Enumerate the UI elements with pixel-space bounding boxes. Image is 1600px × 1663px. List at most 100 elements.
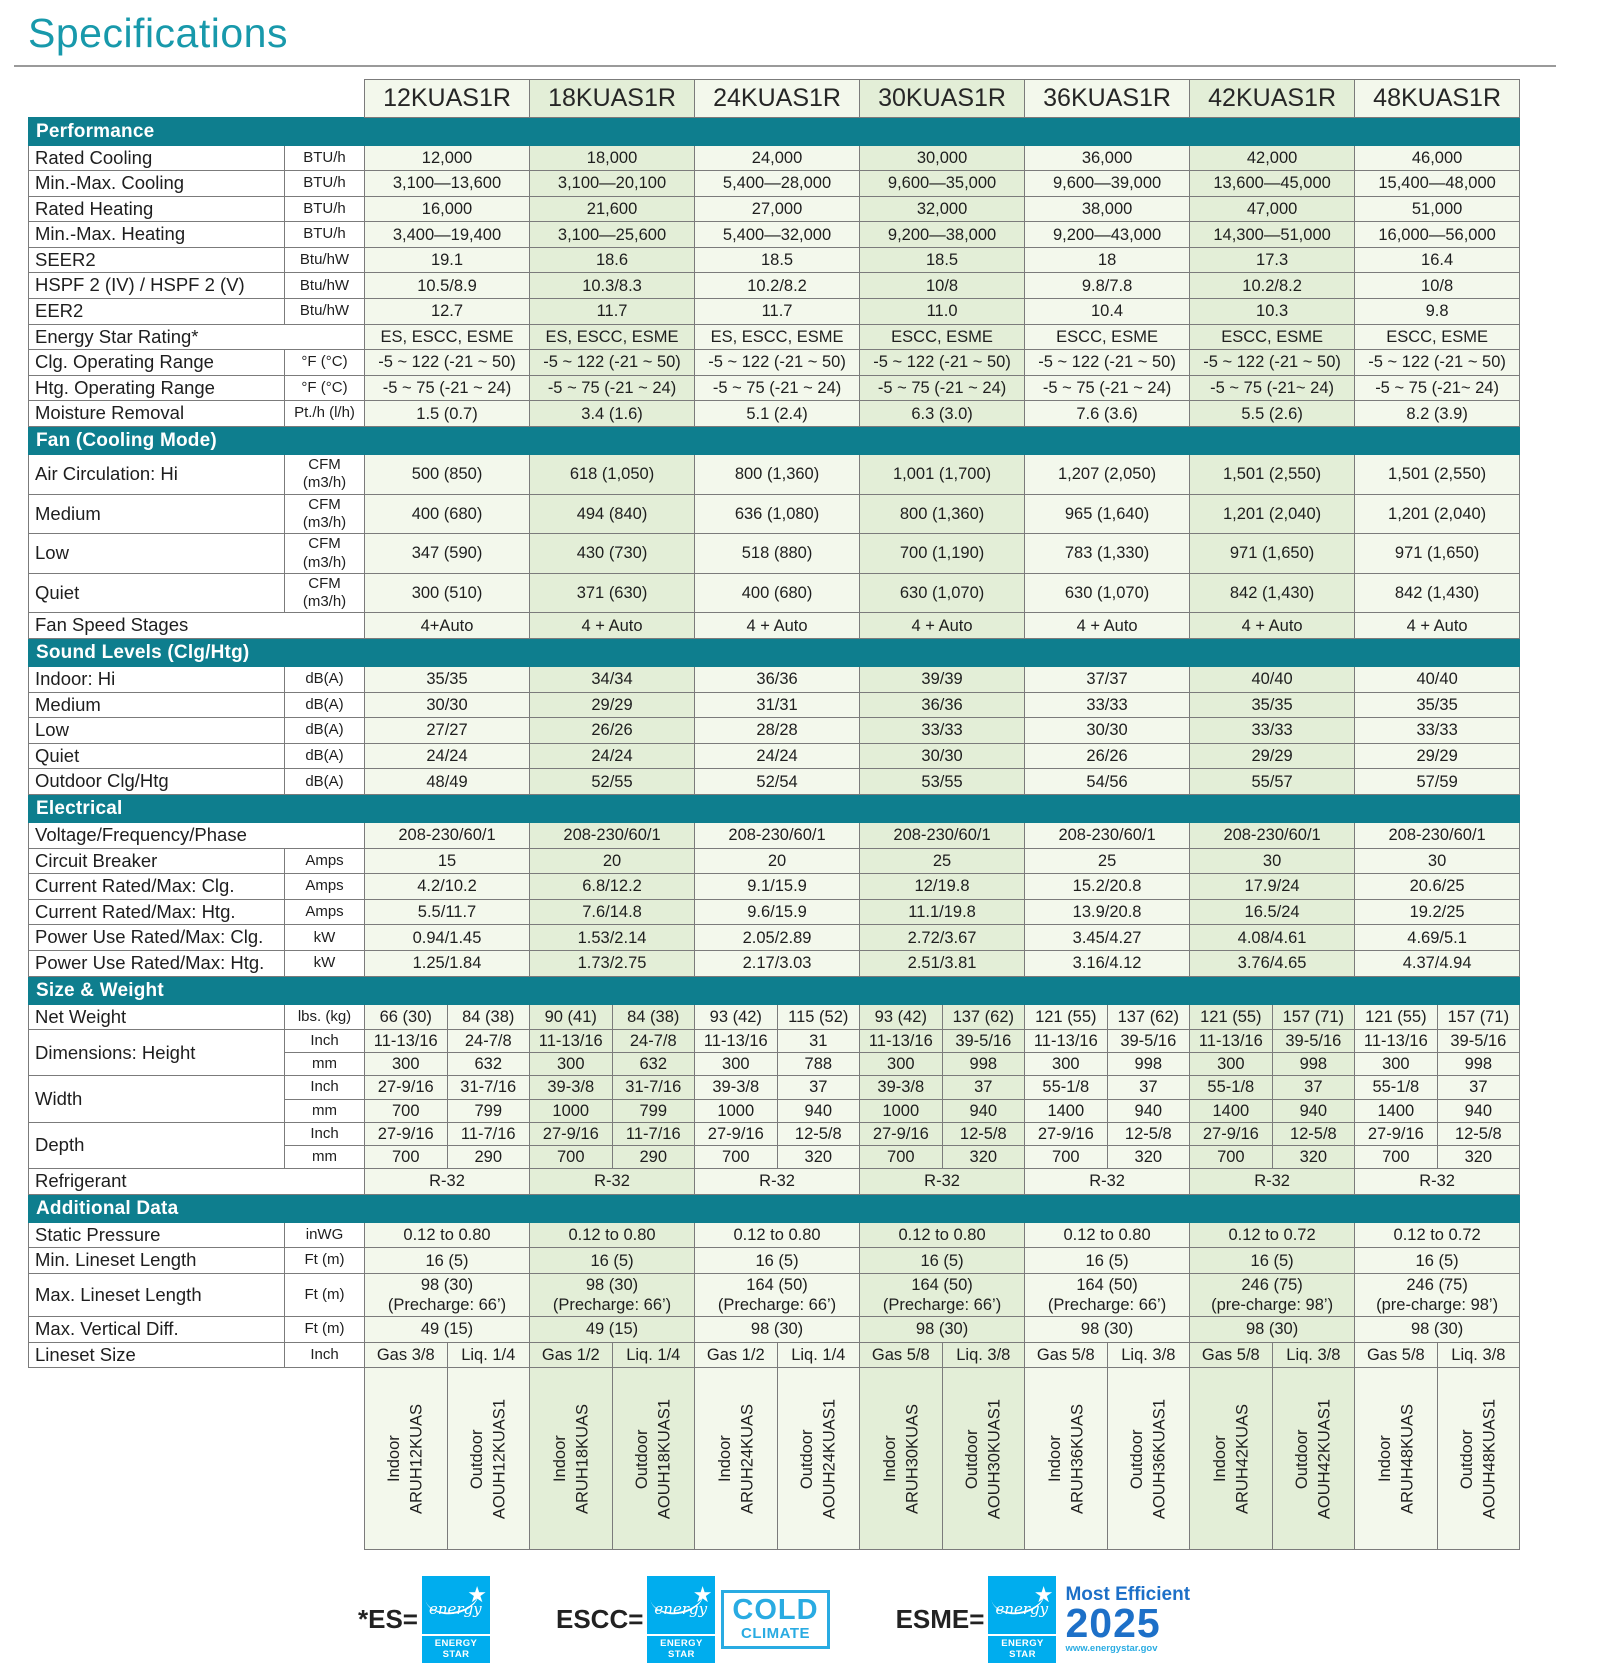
unit-model-name: Outdoor AOUH42KUAS1 bbox=[1293, 1398, 1334, 1519]
value-cell: 16 (5) bbox=[363, 1247, 531, 1274]
value-cell: 16 (5) bbox=[1354, 1247, 1521, 1274]
value-cell: 11-13/16 bbox=[1354, 1029, 1438, 1054]
value-cell: 9.8 bbox=[1354, 298, 1521, 325]
value-cell: 700 (1,190) bbox=[859, 533, 1026, 574]
row-label: HSPF 2 (IV) / HSPF 2 (V) bbox=[28, 272, 285, 300]
cold-climate-badge: COLD CLIMATE bbox=[721, 1590, 830, 1650]
value-cell: 37/37 bbox=[1024, 666, 1191, 693]
value-cell: 27-9/16 bbox=[1024, 1121, 1108, 1146]
table-row: Htg. Operating Range °F (°C) -5 ~ 75 (-21 … bbox=[28, 374, 1521, 402]
value-cell: 30 bbox=[1189, 847, 1356, 875]
unit-model-cell: Outdoor AOUH12KUAS1 bbox=[446, 1367, 531, 1551]
table-row: Min.-Max. Cooling BTU/h 3,100—13,600 3,100—… bbox=[28, 170, 1521, 197]
value-cell: 98 (30) (Precharge: 66’) bbox=[529, 1272, 696, 1318]
title-divider bbox=[14, 65, 1556, 67]
value-cell: 4 + Auto bbox=[1024, 612, 1191, 639]
value-cell: Gas 1/2 bbox=[529, 1341, 613, 1369]
value-cell: 0.12 to 0.80 bbox=[363, 1221, 531, 1249]
value-cell: 121 (55) bbox=[1189, 1003, 1273, 1031]
value-cell: 0.12 to 0.72 bbox=[1189, 1221, 1356, 1249]
energy-star-icon: energy ★ ENERGY STAR bbox=[647, 1576, 716, 1663]
footer-spacer bbox=[28, 1367, 365, 1550]
section-header-row: Fan (Cooling Mode) bbox=[27, 425, 1521, 456]
value-cell: 0.12 to 0.80 bbox=[694, 1221, 861, 1249]
value-cell: 1,201 (2,040) bbox=[1354, 493, 1521, 535]
unit-cell: Amps bbox=[284, 847, 365, 875]
value-cell: R-32 bbox=[363, 1167, 531, 1195]
value-cell: 27-9/16 bbox=[364, 1075, 448, 1100]
value-cell: 1,501 (2,550) bbox=[1189, 454, 1356, 495]
unit-cell: Pt./h (l/h) bbox=[284, 400, 365, 427]
value-cell: 24-7/8 bbox=[611, 1029, 696, 1054]
energy-star-icon: energy ★ ENERGY STAR bbox=[422, 1576, 490, 1663]
value-cell: 300 (510) bbox=[363, 572, 531, 614]
value-cell: 347 (590) bbox=[363, 533, 531, 574]
value-cell: R-32 bbox=[1189, 1167, 1356, 1195]
escc-label: ESCC= bbox=[556, 1604, 644, 1635]
most-efficient-badge: Most Efficient 2025 www.energystar.gov bbox=[1065, 1585, 1190, 1654]
value-cell: 3.4 (1.6) bbox=[529, 400, 696, 427]
value-cell: 49 (15) bbox=[363, 1316, 531, 1343]
table-row: SEER2 Btu/hW 19.1 18.6 18.5 18.5 18 17.3 16.4 bbox=[28, 246, 1521, 274]
unit-cell: BTU/h bbox=[284, 195, 365, 223]
table-row: Depth Inch 27-9/16 11-7/16 27-9/16 11-7/16 27-… bbox=[28, 1121, 1521, 1169]
value-cell: ES, ESCC, ESME bbox=[694, 323, 861, 351]
table-row: Static Pressure inWG 0.12 to 0.80 0.12 to 0… bbox=[28, 1221, 1521, 1249]
value-cell: 246 (75) (pre-charge: 98’) bbox=[1354, 1272, 1521, 1318]
value-cell: 4 + Auto bbox=[694, 612, 861, 639]
value-cell: Gas 5/8 bbox=[859, 1341, 943, 1369]
unit-cell: BTU/h bbox=[284, 170, 365, 197]
value-cell: 1,001 (1,700) bbox=[859, 454, 1026, 495]
value-cell: 37 bbox=[1106, 1075, 1191, 1100]
table-row: Air Circulation: Hi CFM (m3/h) 500 (850) 61… bbox=[28, 454, 1521, 495]
value-cell: 5.5/11.7 bbox=[363, 898, 531, 926]
table-row: Min.-Max. Heating BTU/h 3,400—19,400 3,100—… bbox=[28, 221, 1521, 248]
unit-model-cell: Indoor ARUH30KUAS bbox=[859, 1367, 943, 1551]
value-cell: 27-9/16 bbox=[1189, 1121, 1273, 1146]
value-cell: 37 bbox=[1271, 1075, 1356, 1100]
unit-model-name: Outdoor AOUH18KUAS1 bbox=[633, 1398, 674, 1519]
row-label: Dimensions: Height bbox=[28, 1029, 285, 1077]
value-cell: 39-3/8 bbox=[859, 1075, 943, 1100]
unit-model-cell: Indoor ARUH24KUAS bbox=[694, 1367, 778, 1551]
value-cell: 4 + Auto bbox=[1189, 612, 1356, 639]
value-cell: 3,100—20,100 bbox=[529, 170, 696, 197]
page-title: Specifications bbox=[28, 10, 288, 56]
row-label: Width bbox=[28, 1075, 285, 1123]
table-row: Current Rated/Max: Htg. Amps 5.5/11.7 7.6/1… bbox=[28, 898, 1521, 926]
row-label: Max. Vertical Diff. bbox=[28, 1316, 285, 1343]
section-header-row: Sound Levels (Clg/Htg) bbox=[27, 637, 1521, 668]
unit-cell: Ft (m) bbox=[284, 1272, 365, 1318]
value-cell: 3.16/4.12 bbox=[1024, 949, 1191, 977]
value-cell: 121 (55) bbox=[1024, 1003, 1108, 1031]
value-cell: 18.6 bbox=[529, 246, 696, 274]
value-cell: 3.45/4.27 bbox=[1024, 924, 1191, 951]
row-label: Max. Lineset Length bbox=[28, 1272, 285, 1318]
value-cell: 16 (5) bbox=[859, 1247, 1026, 1274]
value-cell: 18.5 bbox=[859, 246, 1026, 274]
legend-esme: ESME= energy ★ ENERGY STAR Most Efficien… bbox=[896, 1576, 1190, 1663]
row-label: Energy Star Rating* bbox=[28, 323, 365, 351]
value-cell: ESCC, ESME bbox=[1024, 323, 1191, 351]
value-cell: 208-230/60/1 bbox=[859, 822, 1026, 849]
row-label: Min.-Max. Cooling bbox=[28, 170, 285, 197]
value-cell: 98 (30) bbox=[1024, 1316, 1191, 1343]
value-cell: 9.1/15.9 bbox=[694, 873, 861, 900]
value-cell: 16,000—56,000 bbox=[1354, 221, 1521, 248]
value-cell: 4.69/5.1 bbox=[1354, 924, 1521, 951]
value-cell: 11-13/16 bbox=[694, 1029, 778, 1054]
value-cell: 971 (1,650) bbox=[1189, 533, 1356, 574]
value-cell: 842 (1,430) bbox=[1354, 572, 1521, 614]
value-cell: -5 ~ 75 (-21 ~ 24) bbox=[1024, 374, 1191, 402]
value-cell: 1000 bbox=[694, 1098, 778, 1123]
value-cell: 998 bbox=[1271, 1052, 1356, 1077]
value-cell: 700 bbox=[859, 1144, 943, 1169]
unit-model-cell: Indoor ARUH42KUAS bbox=[1189, 1367, 1273, 1551]
value-cell: 1000 bbox=[859, 1098, 943, 1123]
value-cell: 9,600—39,000 bbox=[1024, 170, 1191, 197]
table-row: Clg. Operating Range °F (°C) -5 ~ 122 (-21… bbox=[28, 349, 1521, 376]
value-cell: 27-9/16 bbox=[529, 1121, 613, 1146]
energy-star-icon-art: energy ★ bbox=[647, 1576, 716, 1635]
row-label: EER2 bbox=[28, 298, 285, 325]
unit-cell: °F (°C) bbox=[284, 349, 365, 376]
